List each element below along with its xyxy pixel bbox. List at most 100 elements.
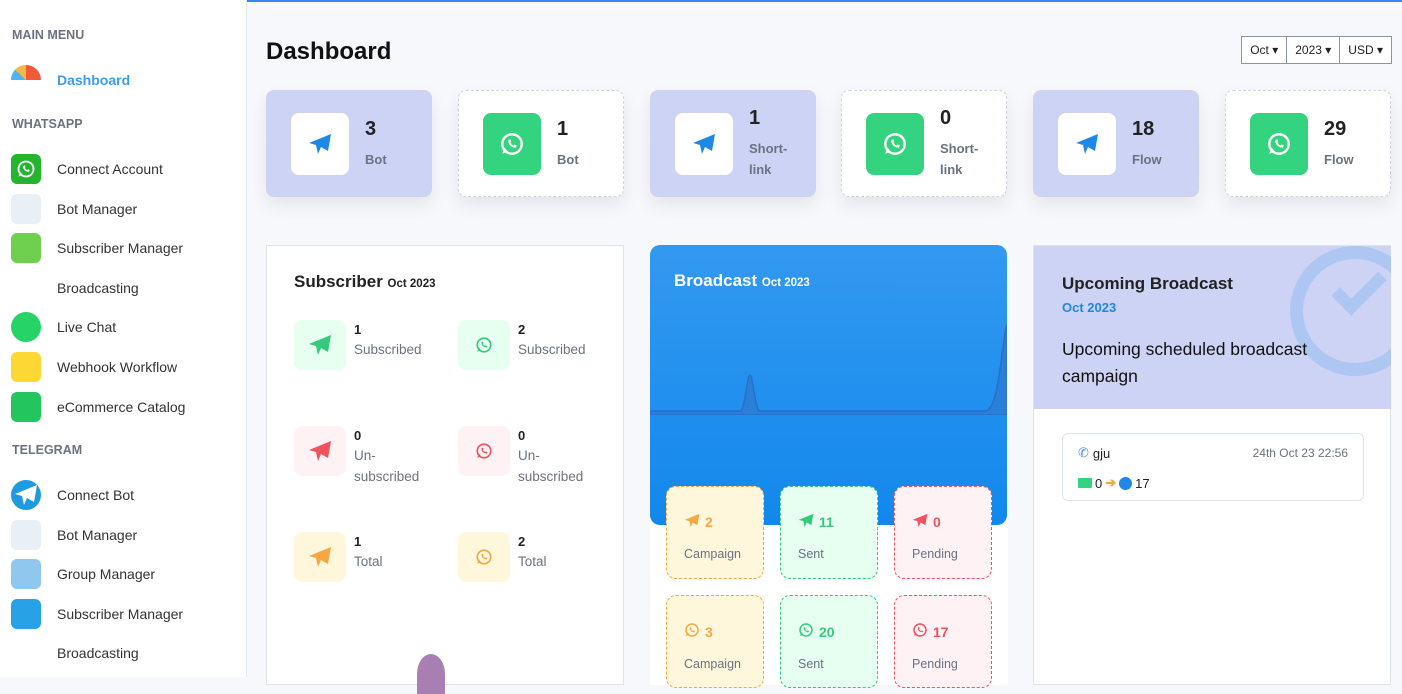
telegram-icon — [294, 320, 346, 370]
upcoming-entry[interactable]: ✆ gju 24th Oct 23 22:56 0 ➔ 17 — [1062, 433, 1364, 501]
broadcast-whatsapp-campaign[interactable]: 3 Campaign — [666, 595, 764, 688]
arrow-right-icon: ➔ — [1105, 475, 1117, 490]
upcoming-description: Upcoming scheduled broadcast campaign — [1062, 339, 1308, 386]
broadcast-label: Campaign — [684, 547, 741, 561]
envelope-icon — [1078, 478, 1092, 488]
telegram-icon — [11, 480, 41, 510]
sidebar-item-live-chat[interactable]: Live Chat — [11, 311, 116, 343]
subscriber-title: Subscriber Oct 2023 — [294, 272, 436, 291]
broadcast-value: 3 — [705, 623, 713, 640]
stat-card-telegram-bot[interactable]: 3 Bot — [266, 90, 432, 197]
sidebar-item-group-manager[interactable]: Group Manager — [11, 558, 155, 590]
stat-card-whatsapp-short-link[interactable]: 0 Short-link — [841, 90, 1007, 197]
chat-icon — [11, 312, 41, 343]
stat-value: 18 — [1132, 117, 1155, 140]
entry-datetime: 24th Oct 23 22:56 — [1252, 446, 1348, 460]
stat-label: Bot — [557, 151, 579, 167]
broadcast-telegram-sent[interactable]: 11 Sent — [780, 486, 878, 579]
sidebar-item-label: Subscriber Manager — [57, 605, 184, 622]
sidebar-item-webhook-workflow[interactable]: Webhook Workflow — [11, 351, 177, 383]
whatsapp-icon — [798, 622, 814, 641]
sidebar-item-ecommerce-catalog[interactable]: eCommerce Catalog — [11, 391, 185, 423]
broadcast-label: Sent — [798, 657, 824, 671]
sidebar-item-label: Broadcasting — [57, 279, 139, 296]
subscriber-stat: 2 Subscribed — [458, 320, 593, 370]
subscriber-label: Un-subscribed — [518, 448, 584, 484]
section-telegram: TELEGRAM — [12, 443, 83, 457]
upcoming-period: Oct 2023 — [1062, 300, 1117, 315]
stat-card-whatsapp-bot[interactable]: 1 Bot — [458, 90, 624, 197]
upcoming-header: Upcoming Broadcast Oct 2023 Upcoming sch… — [1034, 246, 1391, 409]
user-circle-icon — [1119, 476, 1133, 490]
chart-peak — [417, 654, 445, 694]
year-select[interactable]: 2023 ▾ — [1287, 37, 1341, 63]
telegram-icon — [294, 532, 346, 582]
main-content: Dashboard Oct ▾ 2023 ▾ USD ▾ 3 Bot 1 Bot 1 Sh… — [247, 0, 1402, 694]
broadcast-card: Broadcast Oct 2023 2 Campaign 11 Sent 0 Pendi… — [650, 245, 1008, 688]
stat-card-whatsapp-flow[interactable]: 29 Flow — [1225, 90, 1391, 197]
whatsapp-icon — [866, 112, 924, 175]
broadcast-label: Pending — [912, 657, 958, 671]
subscriber-label: Total — [354, 554, 383, 569]
sidebar-item-connect-account[interactable]: Connect Account — [11, 153, 163, 185]
sidebar-item-broadcasting[interactable]: Broadcasting — [11, 637, 139, 669]
sidebar-item-label: Group Manager — [57, 566, 156, 583]
telegram-icon — [684, 513, 700, 531]
whatsapp-icon — [912, 622, 928, 641]
stat-value: 0 — [940, 107, 952, 129]
stat-label: Short-link — [940, 141, 979, 177]
sidebar-item-label: Webhook Workflow — [57, 359, 178, 375]
whatsapp-icon — [684, 622, 700, 641]
whatsapp-icon — [1250, 112, 1308, 175]
subscriber-value: 0 — [518, 428, 526, 443]
sidebar-item-subscriber-manager[interactable]: Subscriber Manager — [11, 232, 183, 264]
sidebar-item-label: Broadcasting — [57, 645, 139, 662]
whatsapp-icon — [11, 154, 41, 184]
subscriber-stat: 0 Un-subscribed — [294, 426, 429, 487]
broadcast-whatsapp-sent[interactable]: 20 Sent — [780, 595, 878, 688]
sidebar: MAIN MENU Dashboard WHATSAPP Connect Acc… — [0, 0, 247, 677]
sidebar-item-label: Subscriber Manager — [57, 240, 184, 257]
broadcast-value: 2 — [705, 514, 713, 530]
whatsapp-icon: ✆ — [1078, 445, 1089, 460]
telegram-icon — [1058, 112, 1116, 175]
entry-name: gju — [1092, 445, 1111, 461]
subscriber-card: Subscriber Oct 2023 1 Subscribed 2 Subscrib… — [266, 245, 624, 694]
telegram-icon — [291, 112, 349, 175]
sidebar-item-subscriber-manager[interactable]: Subscriber Manager — [11, 598, 183, 630]
sidebar-item-bot-manager[interactable]: Bot Manager — [11, 193, 137, 225]
broadcast-icon — [11, 638, 41, 669]
stat-label: Bot — [365, 151, 387, 167]
subscriber-stat: 1 Total — [294, 532, 429, 582]
broadcast-telegram-campaign[interactable]: 2 Campaign — [666, 486, 764, 579]
month-select[interactable]: Oct ▾ — [1242, 37, 1288, 63]
stat-label: Flow — [1324, 151, 1354, 167]
telegram-icon — [294, 426, 346, 476]
robot-icon — [11, 519, 41, 550]
currency-select[interactable]: USD ▾ — [1340, 37, 1391, 63]
stat-value: 3 — [365, 117, 377, 140]
group-icon — [11, 559, 41, 590]
whatsapp-icon — [458, 532, 510, 582]
entry-sent: 0 — [1095, 475, 1103, 491]
sidebar-item-broadcasting[interactable]: Broadcasting — [11, 272, 139, 304]
broadcast-whatsapp-pending[interactable]: 17 Pending — [894, 595, 992, 688]
broadcast-telegram-pending[interactable]: 0 Pending — [894, 486, 992, 579]
subscriber-value: 0 — [354, 428, 362, 443]
broadcast-icon — [11, 272, 41, 303]
broadcast-value: 11 — [819, 514, 834, 530]
shopping-bag-icon — [11, 391, 41, 422]
subscriber-stat: 0 Un-subscribed — [458, 426, 593, 487]
section-whatsapp: WHATSAPP — [12, 117, 83, 131]
sidebar-item-bot-manager[interactable]: Bot Manager — [11, 519, 137, 551]
sidebar-item-label: eCommerce Catalog — [57, 398, 186, 415]
subscriber-value: 2 — [518, 534, 526, 549]
sidebar-item-connect-bot[interactable]: Connect Bot — [11, 479, 134, 511]
sidebar-item-dashboard[interactable]: Dashboard — [11, 64, 130, 96]
stat-card-telegram-flow[interactable]: 18 Flow — [1033, 90, 1199, 197]
broadcast-label: Sent — [798, 547, 824, 561]
stat-card-telegram-short-link[interactable]: 1 Short-link — [650, 90, 816, 197]
contacts-icon — [11, 233, 41, 264]
page-title: Dashboard — [266, 38, 392, 65]
subscriber-label: Subscribed — [354, 342, 422, 357]
